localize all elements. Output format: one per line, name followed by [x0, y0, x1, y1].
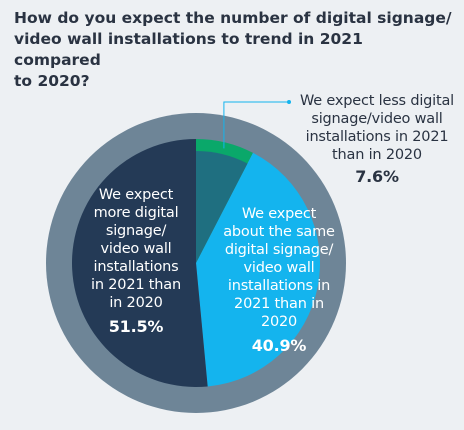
- slice-value-same: 40.9%: [251, 336, 307, 355]
- chart-title-line: video wall installations to trend in 202…: [14, 30, 363, 69]
- chart-title: How do you expect the number of digital …: [14, 8, 454, 92]
- leader-line-path: [223, 101, 289, 149]
- leader-line-dot: [287, 100, 291, 104]
- pie-slices: [71, 139, 320, 388]
- slice-label-same: We expect about the same digital signage…: [218, 205, 340, 355]
- slice-same: [196, 152, 320, 387]
- slice-value-less: 7.6%: [355, 167, 399, 186]
- chart-title-line: How do you expect the number of digital …: [14, 9, 452, 27]
- slice-less-inner: [196, 151, 248, 263]
- leader-line: [223, 100, 291, 149]
- chart-title-line: to 2020?: [14, 72, 90, 90]
- pie-inner-wedges: [196, 151, 248, 263]
- slice-more: [71, 139, 208, 388]
- slice-value-more: 51.5%: [108, 317, 164, 336]
- slice-label-more: We expect more digital signage/ video wa…: [80, 186, 192, 336]
- slice-label-less: We expect less digital signage/video wal…: [292, 92, 462, 186]
